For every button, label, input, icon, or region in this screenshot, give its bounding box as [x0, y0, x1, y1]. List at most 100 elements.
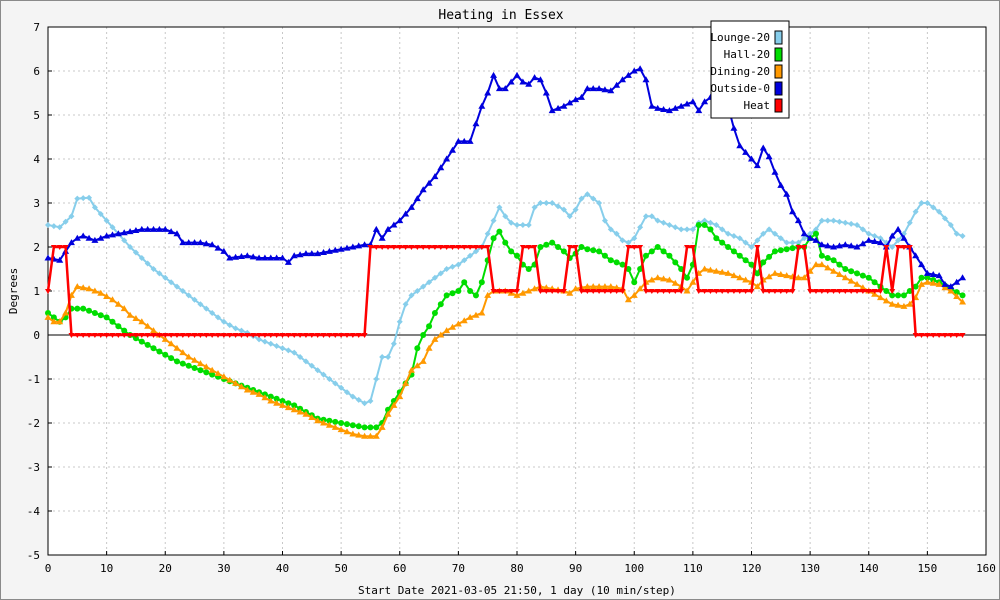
- x-tick-label: 60: [393, 562, 406, 575]
- data-point: [173, 358, 180, 365]
- data-point: [566, 289, 574, 296]
- data-point: [924, 333, 931, 338]
- data-point: [543, 289, 550, 294]
- legend-swatch: [774, 47, 783, 62]
- data-point: [607, 283, 615, 290]
- data-point: [953, 230, 960, 237]
- data-point: [554, 104, 562, 111]
- data-point: [426, 323, 433, 330]
- data-point: [484, 245, 491, 250]
- data-point: [361, 424, 368, 431]
- data-point: [138, 333, 145, 338]
- data-point: [196, 360, 204, 367]
- data-point: [648, 213, 655, 220]
- data-point: [120, 229, 128, 236]
- data-point: [882, 297, 890, 304]
- data-point: [467, 245, 474, 250]
- data-point: [572, 96, 580, 103]
- data-point: [467, 288, 474, 294]
- data-point: [900, 302, 908, 309]
- data-point: [894, 301, 902, 308]
- data-point: [460, 317, 468, 324]
- data-point: [671, 279, 679, 286]
- data-point: [103, 314, 110, 321]
- data-point: [824, 255, 831, 261]
- y-tick-label: 4: [33, 153, 40, 166]
- data-point: [912, 252, 920, 259]
- data-point: [947, 333, 954, 338]
- data-point: [291, 402, 298, 409]
- data-point: [373, 424, 380, 431]
- data-point: [466, 137, 474, 144]
- data-point: [888, 232, 896, 239]
- data-point: [543, 241, 550, 248]
- data-point: [402, 245, 409, 250]
- data-point: [484, 230, 491, 237]
- data-point: [595, 283, 603, 290]
- y-tick-label: 2: [33, 241, 40, 254]
- data-point: [929, 271, 937, 277]
- data-point: [273, 395, 280, 402]
- data-point: [226, 322, 233, 329]
- data-point: [830, 257, 837, 264]
- data-point: [338, 333, 345, 338]
- data-point: [168, 333, 175, 338]
- data-point: [461, 257, 468, 264]
- data-point: [536, 76, 544, 83]
- x-tick-label: 90: [569, 562, 582, 575]
- data-point: [367, 424, 374, 431]
- data-point: [361, 333, 368, 338]
- data-point: [132, 315, 140, 321]
- data-point: [226, 376, 234, 383]
- data-point: [730, 233, 737, 239]
- data-point: [366, 432, 374, 439]
- data-point: [443, 327, 451, 334]
- data-point: [783, 246, 790, 253]
- data-point: [865, 236, 873, 243]
- data-point: [279, 401, 286, 408]
- data-point: [496, 228, 503, 235]
- data-point: [525, 266, 532, 272]
- legend-label: Hall-20: [724, 48, 770, 61]
- data-point: [759, 144, 767, 151]
- data-point: [730, 289, 737, 294]
- data-point: [197, 367, 204, 374]
- data-point: [619, 237, 626, 244]
- data-point: [44, 313, 52, 320]
- data-point: [895, 245, 902, 250]
- data-point: [243, 386, 251, 393]
- data-point: [912, 208, 919, 215]
- data-point: [502, 289, 509, 294]
- data-point: [173, 230, 181, 237]
- x-tick-label: 130: [800, 562, 820, 575]
- data-point: [555, 244, 562, 250]
- data-point: [478, 279, 485, 286]
- data-point: [748, 261, 755, 268]
- x-tick-label: 150: [917, 562, 937, 575]
- data-point: [162, 333, 169, 338]
- data-point: [80, 333, 87, 338]
- data-point: [191, 296, 198, 303]
- data-point: [68, 213, 75, 220]
- data-point: [490, 235, 497, 242]
- data-point: [619, 261, 626, 268]
- data-point: [291, 349, 298, 356]
- data-point: [74, 195, 81, 202]
- data-point: [525, 222, 532, 228]
- data-point: [924, 274, 931, 281]
- data-point: [525, 80, 533, 87]
- data-point: [760, 230, 767, 237]
- data-point: [736, 289, 743, 294]
- data-point: [45, 289, 51, 294]
- data-point: [865, 230, 872, 237]
- data-point: [514, 222, 520, 228]
- data-point: [121, 237, 128, 244]
- data-point: [935, 280, 943, 287]
- data-point: [601, 217, 608, 224]
- y-axis-title: Degrees: [7, 268, 20, 314]
- data-point: [601, 86, 609, 93]
- data-point: [566, 213, 573, 220]
- x-tick-label: 40: [276, 562, 289, 575]
- data-point: [132, 333, 139, 338]
